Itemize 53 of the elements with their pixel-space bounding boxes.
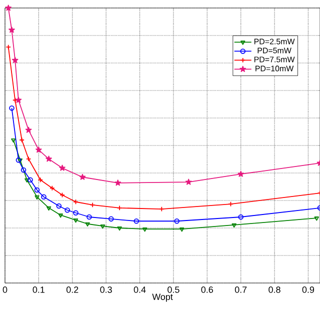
point: [46, 206, 52, 211]
point: [116, 205, 122, 211]
point: [41, 194, 46, 200]
point: [238, 170, 244, 177]
point: [5, 4, 12, 11]
point: [25, 126, 32, 133]
point: [174, 218, 180, 224]
point: [56, 203, 62, 209]
point: [20, 167, 26, 173]
point: [117, 226, 122, 231]
point: [36, 146, 42, 153]
point: [180, 228, 184, 232]
point: [28, 177, 33, 183]
point: [15, 96, 22, 103]
point: [8, 26, 15, 33]
point: [85, 222, 90, 227]
point: [232, 223, 236, 228]
x-tick-label: 0.7: [234, 286, 247, 293]
point: [73, 210, 78, 216]
point: [90, 202, 96, 208]
point: [79, 174, 86, 180]
x-tick-label: 0: [2, 286, 8, 293]
x-tick-label: 0.9: [302, 286, 314, 293]
point: [50, 185, 55, 191]
point: [100, 224, 106, 229]
x-tick-label: 0.2: [66, 286, 78, 293]
x-tick-label: 0.8: [268, 286, 280, 293]
point: [12, 56, 18, 63]
point: [238, 214, 244, 220]
point: [34, 195, 40, 200]
point: [73, 218, 78, 223]
point: [142, 228, 148, 232]
point: [34, 187, 40, 193]
point: [114, 180, 122, 186]
point: [58, 214, 63, 218]
x-tick-label: 0.3: [100, 286, 112, 293]
point: [59, 164, 66, 171]
x-tick-label: 0.6: [201, 286, 213, 293]
point: [19, 137, 24, 143]
point: [159, 206, 164, 212]
x-axis-title: Wopt: [152, 294, 173, 302]
point: [64, 207, 70, 213]
x-tick-label: 0.4: [134, 286, 146, 293]
point: [185, 178, 192, 185]
x-tick-label: 0.5: [168, 286, 180, 293]
point: [134, 218, 140, 224]
point: [46, 156, 52, 162]
x-tick-label: 0.1: [32, 286, 44, 293]
point: [86, 214, 92, 220]
point: [26, 156, 32, 162]
point: [108, 216, 114, 222]
point: [38, 177, 44, 183]
point: [24, 178, 30, 183]
